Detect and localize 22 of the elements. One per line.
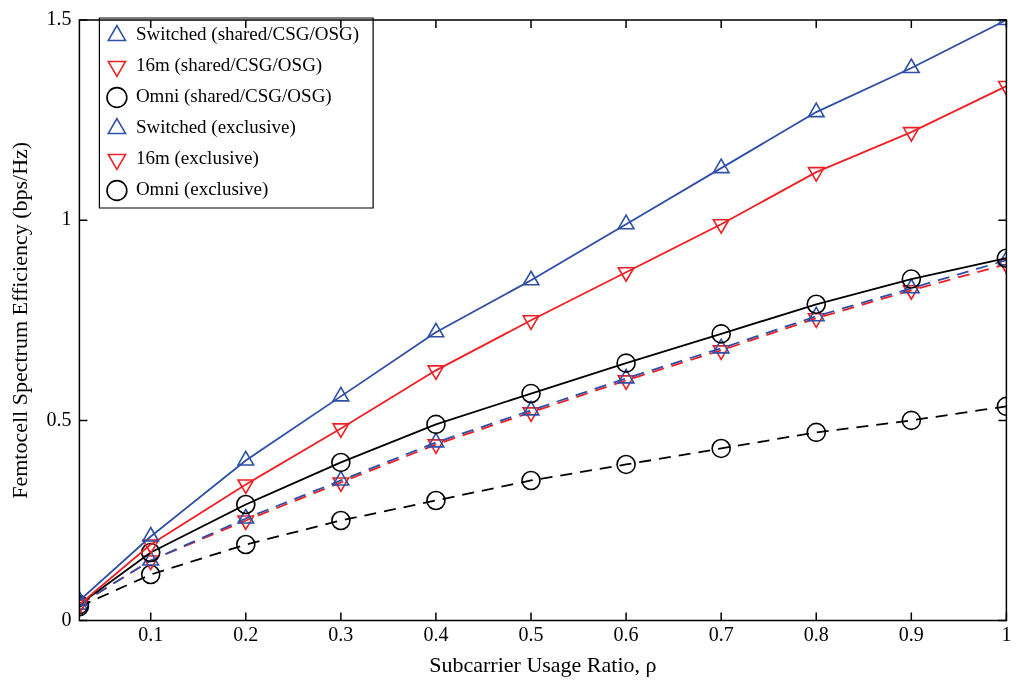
- y-tick-label: 1.5: [46, 7, 72, 30]
- legend-label: 16m (exclusive): [135, 147, 259, 170]
- x-tick-label: 1: [1001, 622, 1012, 645]
- y-axis-title: Femtocell Spectrum Efficiency (bps/Hz): [6, 141, 32, 499]
- x-tick-label: 0.6: [613, 622, 639, 645]
- legend-label: Omni (exclusive): [135, 178, 269, 201]
- x-tick-label: 0.2: [233, 622, 259, 645]
- x-axis-title: Subcarrier Usage Ratio, ρ: [429, 651, 657, 677]
- legend-label: 16m (shared/CSG/OSG): [135, 54, 323, 77]
- x-tick-label: 0.8: [803, 622, 829, 645]
- legend-label: Omni (shared/CSG/OSG): [135, 85, 332, 108]
- y-tick-label: 0: [61, 607, 72, 630]
- x-tick-label: 0.7: [708, 622, 734, 645]
- legend-label: Switched (exclusive): [135, 116, 296, 139]
- y-tick-label: 0.5: [46, 407, 72, 430]
- x-tick-label: 0.1: [138, 622, 164, 645]
- x-tick-label: 0.4: [423, 622, 449, 645]
- x-tick-label: 0.3: [328, 622, 354, 645]
- legend-label: Switched (shared/CSG/OSG): [135, 23, 360, 46]
- x-tick-label: 0.9: [898, 622, 924, 645]
- x-tick-label: 0.5: [518, 622, 544, 645]
- y-tick-label: 1: [61, 207, 72, 230]
